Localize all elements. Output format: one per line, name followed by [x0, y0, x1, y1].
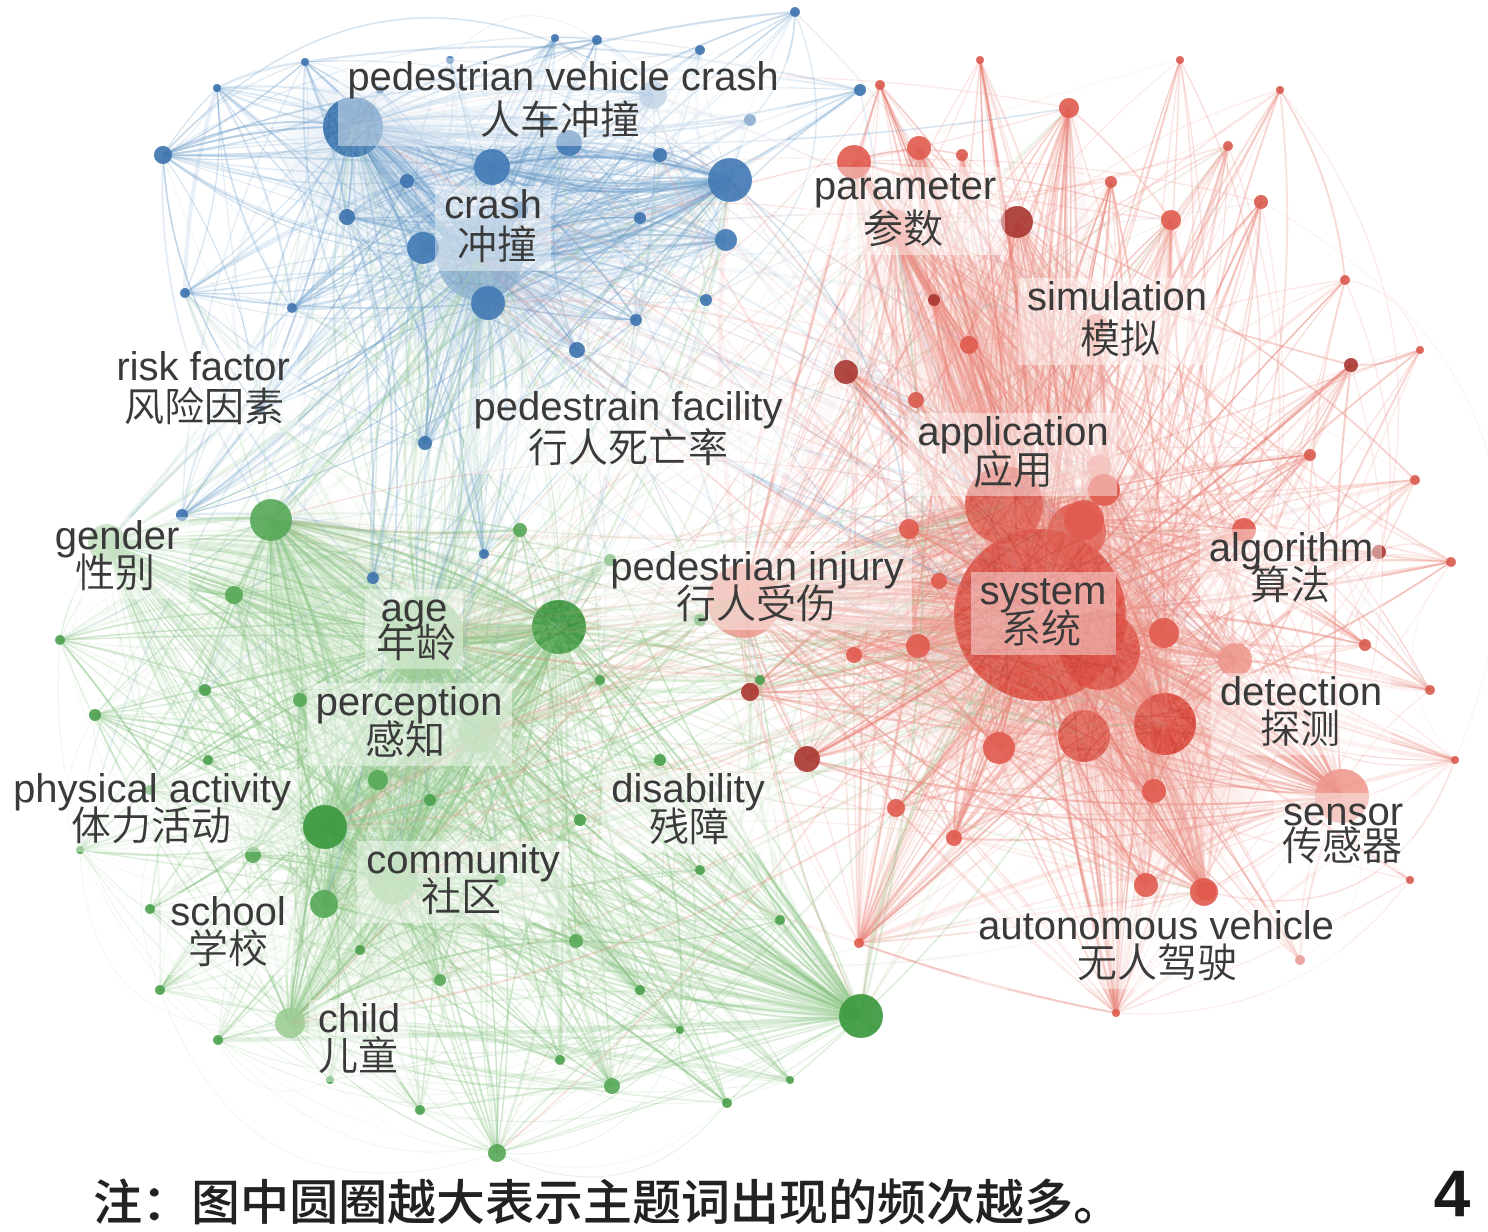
svg-text:sensor: sensor: [1283, 790, 1403, 834]
svg-text:algorithm: algorithm: [1209, 526, 1374, 570]
svg-text:application: application: [917, 410, 1108, 454]
svg-text:perception: perception: [316, 680, 503, 724]
svg-text:child: child: [318, 997, 400, 1041]
svg-text:4: 4: [1434, 1156, 1471, 1230]
svg-text:gender: gender: [55, 514, 180, 558]
svg-text:pedestrian vehicle crash: pedestrian vehicle crash: [347, 55, 778, 99]
svg-text:crash: crash: [444, 183, 542, 227]
svg-text:disability: disability: [611, 767, 764, 811]
svg-text:risk factor: risk factor: [116, 345, 289, 389]
svg-text:age: age: [381, 586, 448, 630]
svg-text:pedestrian injury: pedestrian injury: [610, 545, 904, 589]
svg-text:community: community: [366, 838, 559, 882]
svg-text:simulation: simulation: [1027, 275, 1207, 319]
svg-text:system: system: [980, 569, 1107, 613]
svg-text:physical activity: physical activity: [13, 767, 291, 811]
svg-text:parameter: parameter: [814, 164, 996, 208]
svg-text:pedestrain facility: pedestrain facility: [473, 385, 782, 429]
svg-text:autonomous vehicle: autonomous vehicle: [978, 904, 1334, 948]
svg-text:detection: detection: [1220, 670, 1382, 714]
svg-text:school: school: [170, 890, 286, 934]
